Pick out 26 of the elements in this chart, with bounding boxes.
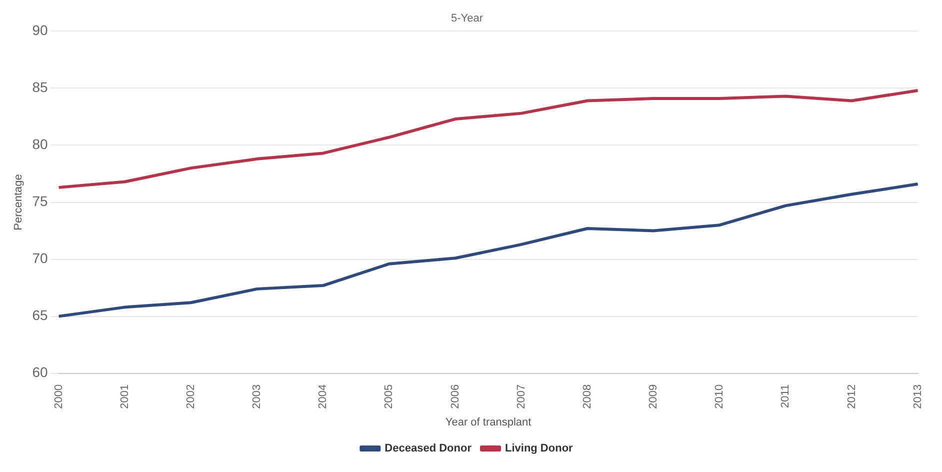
- y-tick-label: 65: [32, 307, 48, 324]
- x-tick-label: 2000: [52, 384, 65, 409]
- y-tick-label: 85: [32, 79, 48, 96]
- x-tick-label: 2013: [912, 384, 924, 409]
- x-tick-label: 2005: [383, 384, 396, 409]
- x-tick-label: 2011: [780, 384, 792, 408]
- x-tick-label: 2006: [449, 384, 462, 409]
- x-axis-title: Year of transplant: [445, 416, 532, 428]
- x-tick-label: 2003: [251, 384, 264, 409]
- legend-label: Living Donor: [504, 442, 574, 455]
- chart-title: 5-Year: [450, 12, 484, 25]
- x-tick-label: 2010: [714, 384, 726, 409]
- x-tick-label: 2001: [118, 384, 131, 409]
- x-tick-label: 2008: [581, 384, 594, 409]
- x-tick-label: 2012: [846, 384, 858, 409]
- legend-label: Deceased Donor: [384, 442, 472, 455]
- x-tick-label: 2009: [648, 384, 660, 409]
- x-tick-label: 2004: [317, 384, 330, 409]
- y-tick-label: 60: [32, 364, 48, 380]
- y-tick-label: 90: [32, 22, 48, 38]
- y-tick-label: 70: [32, 250, 48, 266]
- x-tick-label: 2007: [515, 384, 528, 409]
- y-tick-label: 75: [32, 193, 48, 210]
- y-tick-label: 80: [32, 136, 48, 152]
- x-tick-label: 2002: [184, 384, 197, 409]
- y-axis-title: Percentage: [12, 174, 25, 230]
